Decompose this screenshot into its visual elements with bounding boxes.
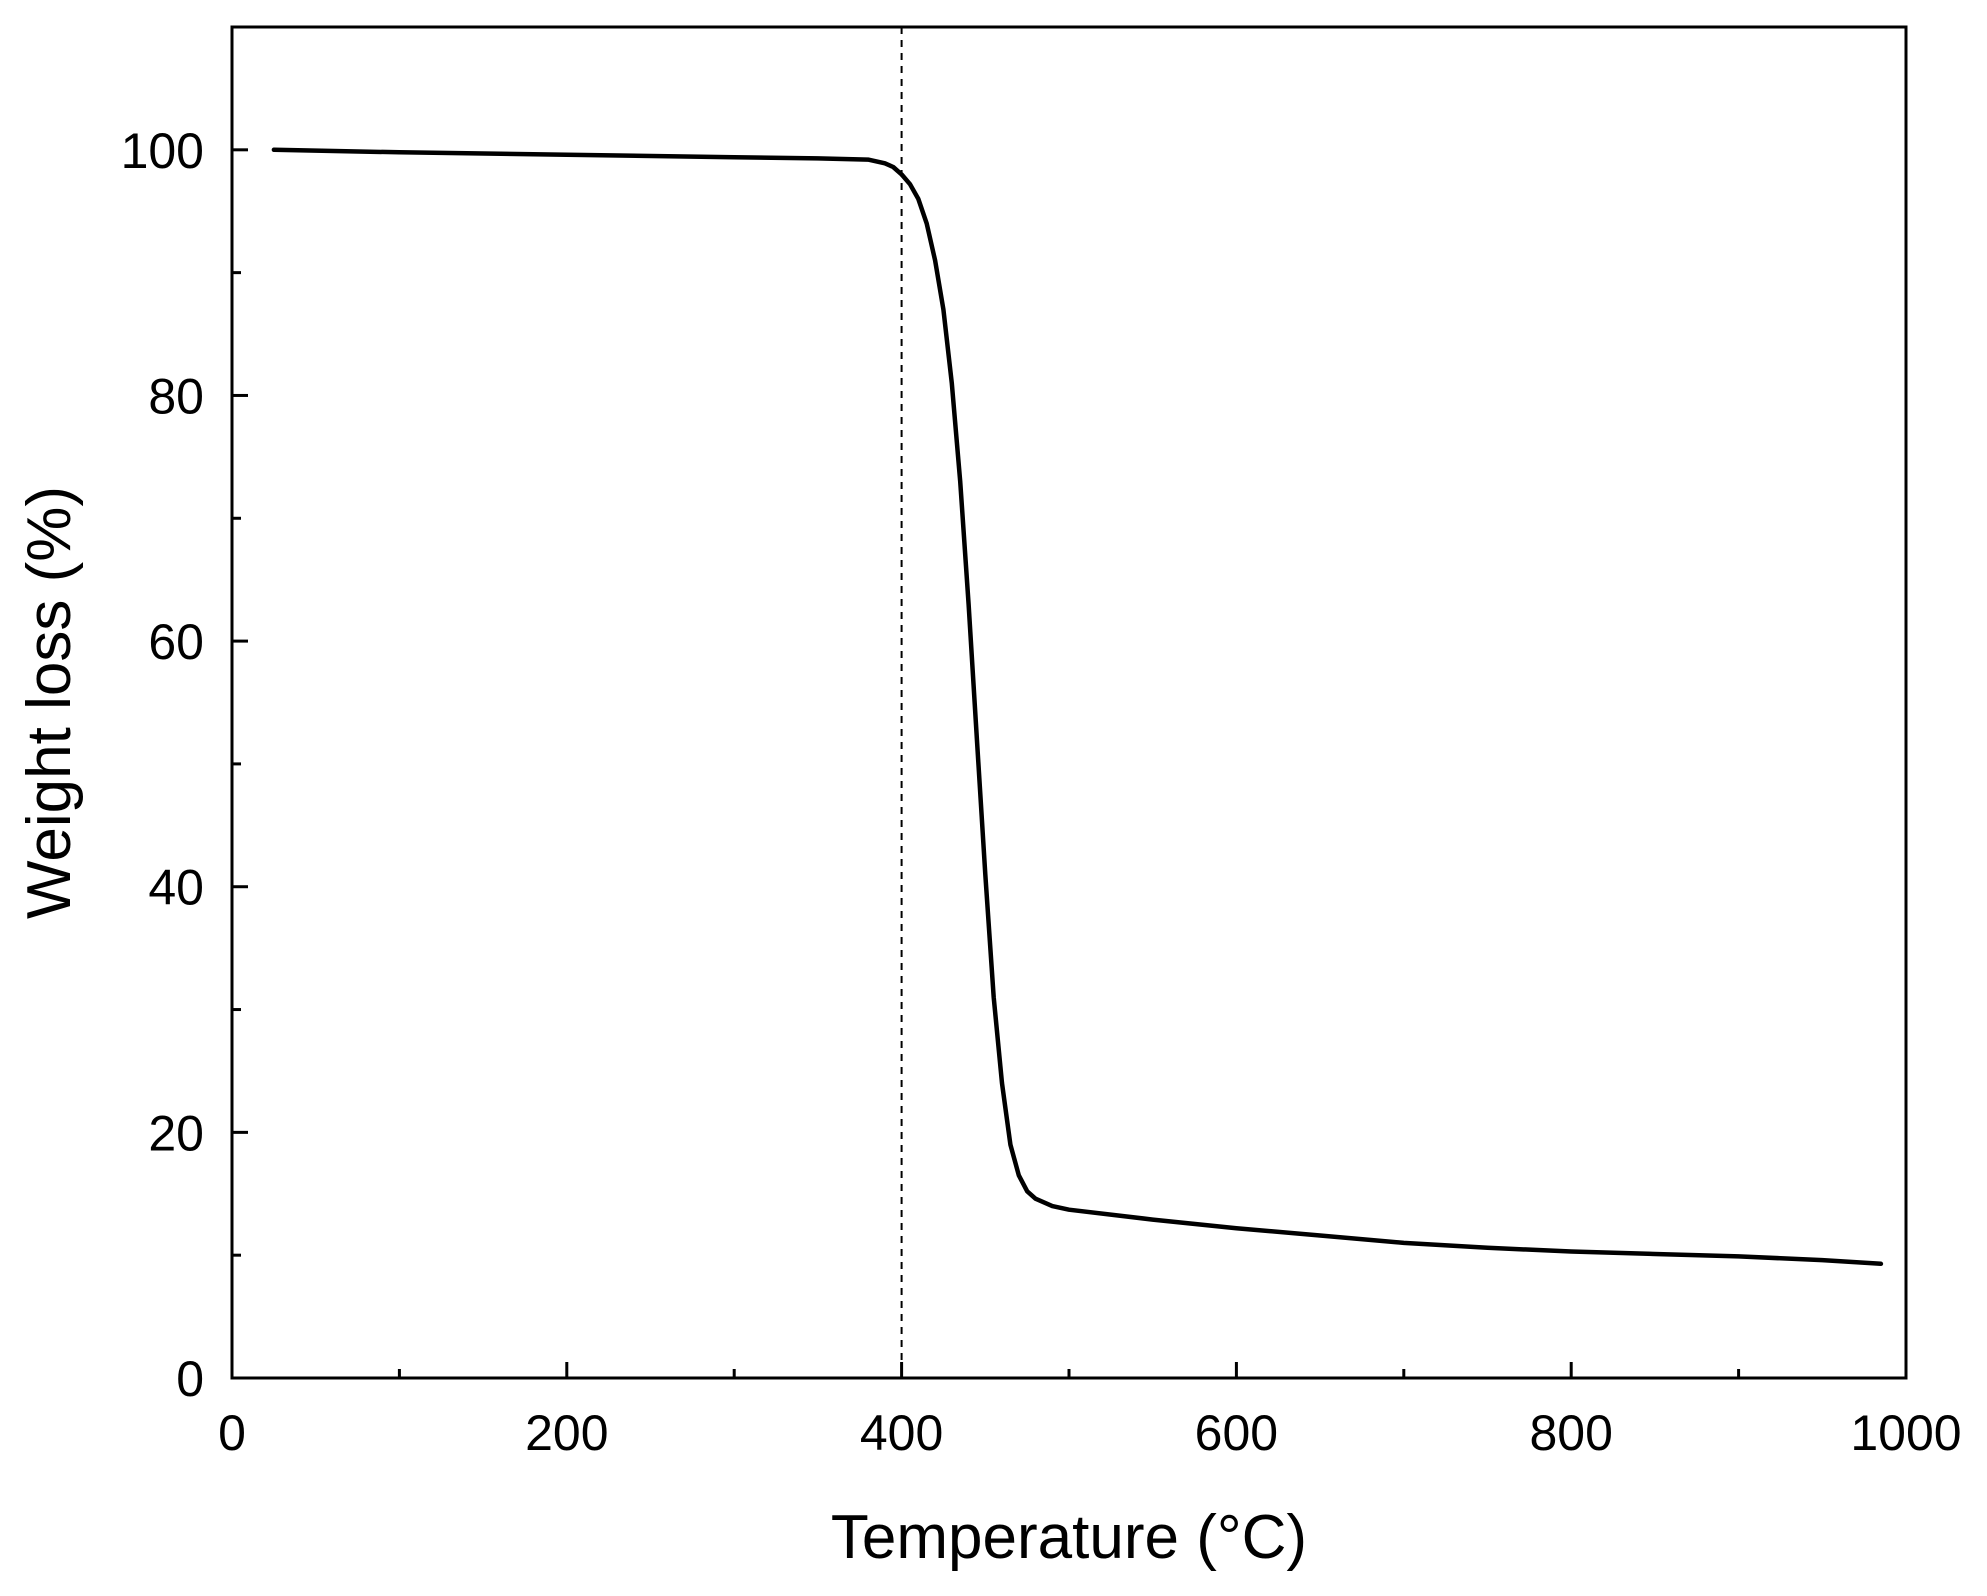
y-tick-label: 100 bbox=[121, 123, 204, 179]
x-tick-label: 0 bbox=[218, 1405, 246, 1461]
x-tick-label: 400 bbox=[860, 1405, 943, 1461]
y-tick-label: 40 bbox=[148, 860, 204, 916]
y-tick-label: 0 bbox=[176, 1351, 204, 1407]
y-tick-label: 60 bbox=[148, 614, 204, 670]
y-axis-title: Weight loss (%) bbox=[15, 486, 84, 919]
weight-loss-curve bbox=[271, 147, 1884, 1267]
y-tick-label: 80 bbox=[148, 368, 204, 424]
series-layer bbox=[271, 147, 1884, 1267]
axes-layer: 0 200 400 600 800 1000 0 20 40 60 80 100 bbox=[121, 25, 1962, 1461]
x-tick-label: 600 bbox=[1195, 1405, 1278, 1461]
x-tick-label: 800 bbox=[1529, 1405, 1612, 1461]
x-tick-label: 200 bbox=[525, 1405, 608, 1461]
plot-frame bbox=[230, 25, 1908, 1380]
x-tick-label: 1000 bbox=[1850, 1405, 1961, 1461]
y-tick-label: 20 bbox=[148, 1105, 204, 1161]
x-axis-title: Temperature (°C) bbox=[831, 1503, 1307, 1572]
